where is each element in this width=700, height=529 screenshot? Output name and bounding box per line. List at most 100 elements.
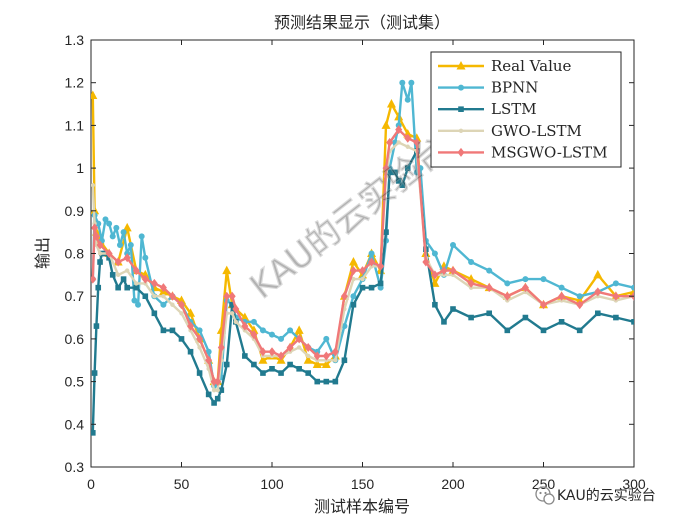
y-tick-label: 0.9 [65, 203, 85, 219]
data-point-lstm [242, 353, 248, 359]
data-point-lstm [223, 361, 230, 368]
data-point-msgwo-lstm [322, 351, 330, 361]
legend-item-gwo-lstm: GWO-LSTM [438, 122, 582, 140]
data-point-real-value [222, 265, 232, 275]
series-lstm [91, 148, 634, 436]
data-point-bpnn [131, 297, 138, 304]
data-point-bpnn [95, 220, 102, 227]
data-point-lstm [93, 323, 100, 329]
axes-layer: 0 50 100 150 200 250 300 0.3 0.4 0.5 0.6 0.7 0.8 0.9 1… [65, 32, 646, 492]
corner-watermark-text: KAU的云实验台 [557, 488, 656, 504]
data-point-lstm [383, 229, 389, 235]
data-point-lstm [160, 327, 167, 334]
data-point-lstm [120, 276, 127, 282]
x-tick-label: 200 [441, 476, 465, 492]
data-point-lstm [287, 361, 293, 368]
data-point-bpnn [399, 79, 406, 86]
data-point-bpnn [558, 284, 565, 291]
x-tick-label: 150 [351, 476, 375, 492]
data-point-lstm [260, 370, 266, 376]
data-point-bpnn [250, 318, 257, 325]
data-point-msgwo-lstm [123, 253, 131, 263]
data-point-msgwo-lstm [349, 266, 357, 276]
y-tick-label: 0.6 [65, 331, 85, 347]
data-point-msgwo-lstm [132, 266, 140, 276]
data-point-gwo-lstm [229, 311, 235, 316]
y-tick-label: 1.2 [65, 75, 85, 91]
data-point-real-value [312, 359, 322, 369]
data-point-msgwo-lstm [114, 257, 122, 267]
data-point-msgwo-lstm [250, 330, 258, 340]
data-point-bpnn [431, 250, 438, 257]
data-point-real-value [593, 269, 603, 279]
data-point-lstm [350, 301, 357, 308]
data-point-msgwo-lstm [141, 274, 149, 284]
data-point-real-value [321, 359, 331, 369]
data-point-gwo-lstm [351, 276, 356, 282]
data-point-bpnn [350, 293, 357, 300]
data-point-msgwo-lstm [96, 240, 104, 250]
data-point-real-value [303, 355, 313, 364]
data-point-bpnn [368, 250, 375, 257]
x-tick-label: 300 [622, 476, 646, 492]
data-point-bpnn [135, 301, 142, 308]
data-point-bpnn [612, 280, 619, 287]
data-point-lstm [323, 378, 330, 385]
data-point-lstm [169, 327, 176, 334]
data-point-bpnn [160, 301, 167, 308]
y-tick-label: 0.5 [65, 374, 85, 390]
data-point-real-value [240, 312, 250, 322]
data-point-bpnn [404, 96, 411, 103]
data-point-msgwo-lstm [503, 291, 511, 301]
data-point-msgwo-lstm [217, 342, 225, 352]
data-point-lstm [218, 387, 225, 393]
data-point-msgwo-lstm [228, 291, 236, 301]
data-point-bpnn [287, 327, 294, 334]
data-point-bpnn [341, 323, 348, 330]
data-point-real-value [294, 325, 304, 334]
data-point-lstm [305, 370, 311, 376]
data-point-real-value [258, 355, 268, 364]
data-point-bpnn [127, 241, 134, 248]
data-point-msgwo-lstm [368, 257, 376, 267]
data-point-gwo-lstm [306, 353, 311, 359]
data-point-msgwo-lstm [205, 355, 213, 365]
data-point-msgwo-lstm [286, 342, 294, 352]
data-point-msgwo-lstm [431, 270, 439, 280]
data-point-msgwo-lstm [485, 283, 493, 293]
data-point-real-value [386, 99, 396, 108]
data-point-real-value [91, 90, 98, 100]
data-point-gwo-lstm [360, 276, 365, 282]
data-point-bpnn [106, 220, 113, 227]
data-point-lstm [386, 169, 393, 176]
data-point-msgwo-lstm [91, 223, 99, 233]
data-point-msgwo-lstm [594, 287, 602, 297]
data-point-real-value [381, 120, 391, 129]
data-point-msgwo-lstm [440, 266, 448, 276]
data-point-msgwo-lstm [92, 231, 100, 241]
data-point-lstm [399, 182, 406, 188]
data-point-lstm [142, 293, 149, 299]
legend: Real Value BPNN LSTM GWO-LSTM MSGWO-LSTM [430, 51, 622, 168]
legend-swatch-marker [458, 84, 464, 91]
data-point-lstm [205, 391, 212, 398]
data-point-msgwo-lstm [449, 266, 457, 276]
data-point-gwo-lstm [215, 387, 220, 393]
y-tick-label: 1.1 [65, 117, 85, 133]
data-point-gwo-lstm [197, 345, 202, 350]
data-point-lstm [269, 365, 275, 372]
data-point-bpnn [109, 233, 116, 240]
data-point-bpnn [522, 276, 529, 283]
y-tick-label: 0.8 [65, 246, 85, 262]
data-point-bpnn [278, 335, 285, 342]
data-point-lstm [558, 319, 565, 325]
data-point-lstm [468, 314, 474, 321]
data-point-lstm [432, 301, 438, 308]
data-point-lstm [404, 165, 411, 171]
data-point-msgwo-lstm [540, 300, 547, 310]
data-point-bpnn [468, 259, 475, 266]
data-point-msgwo-lstm [521, 283, 529, 293]
data-point-bpnn [576, 293, 583, 300]
data-point-lstm [214, 395, 221, 402]
data-point-bpnn [120, 229, 127, 236]
